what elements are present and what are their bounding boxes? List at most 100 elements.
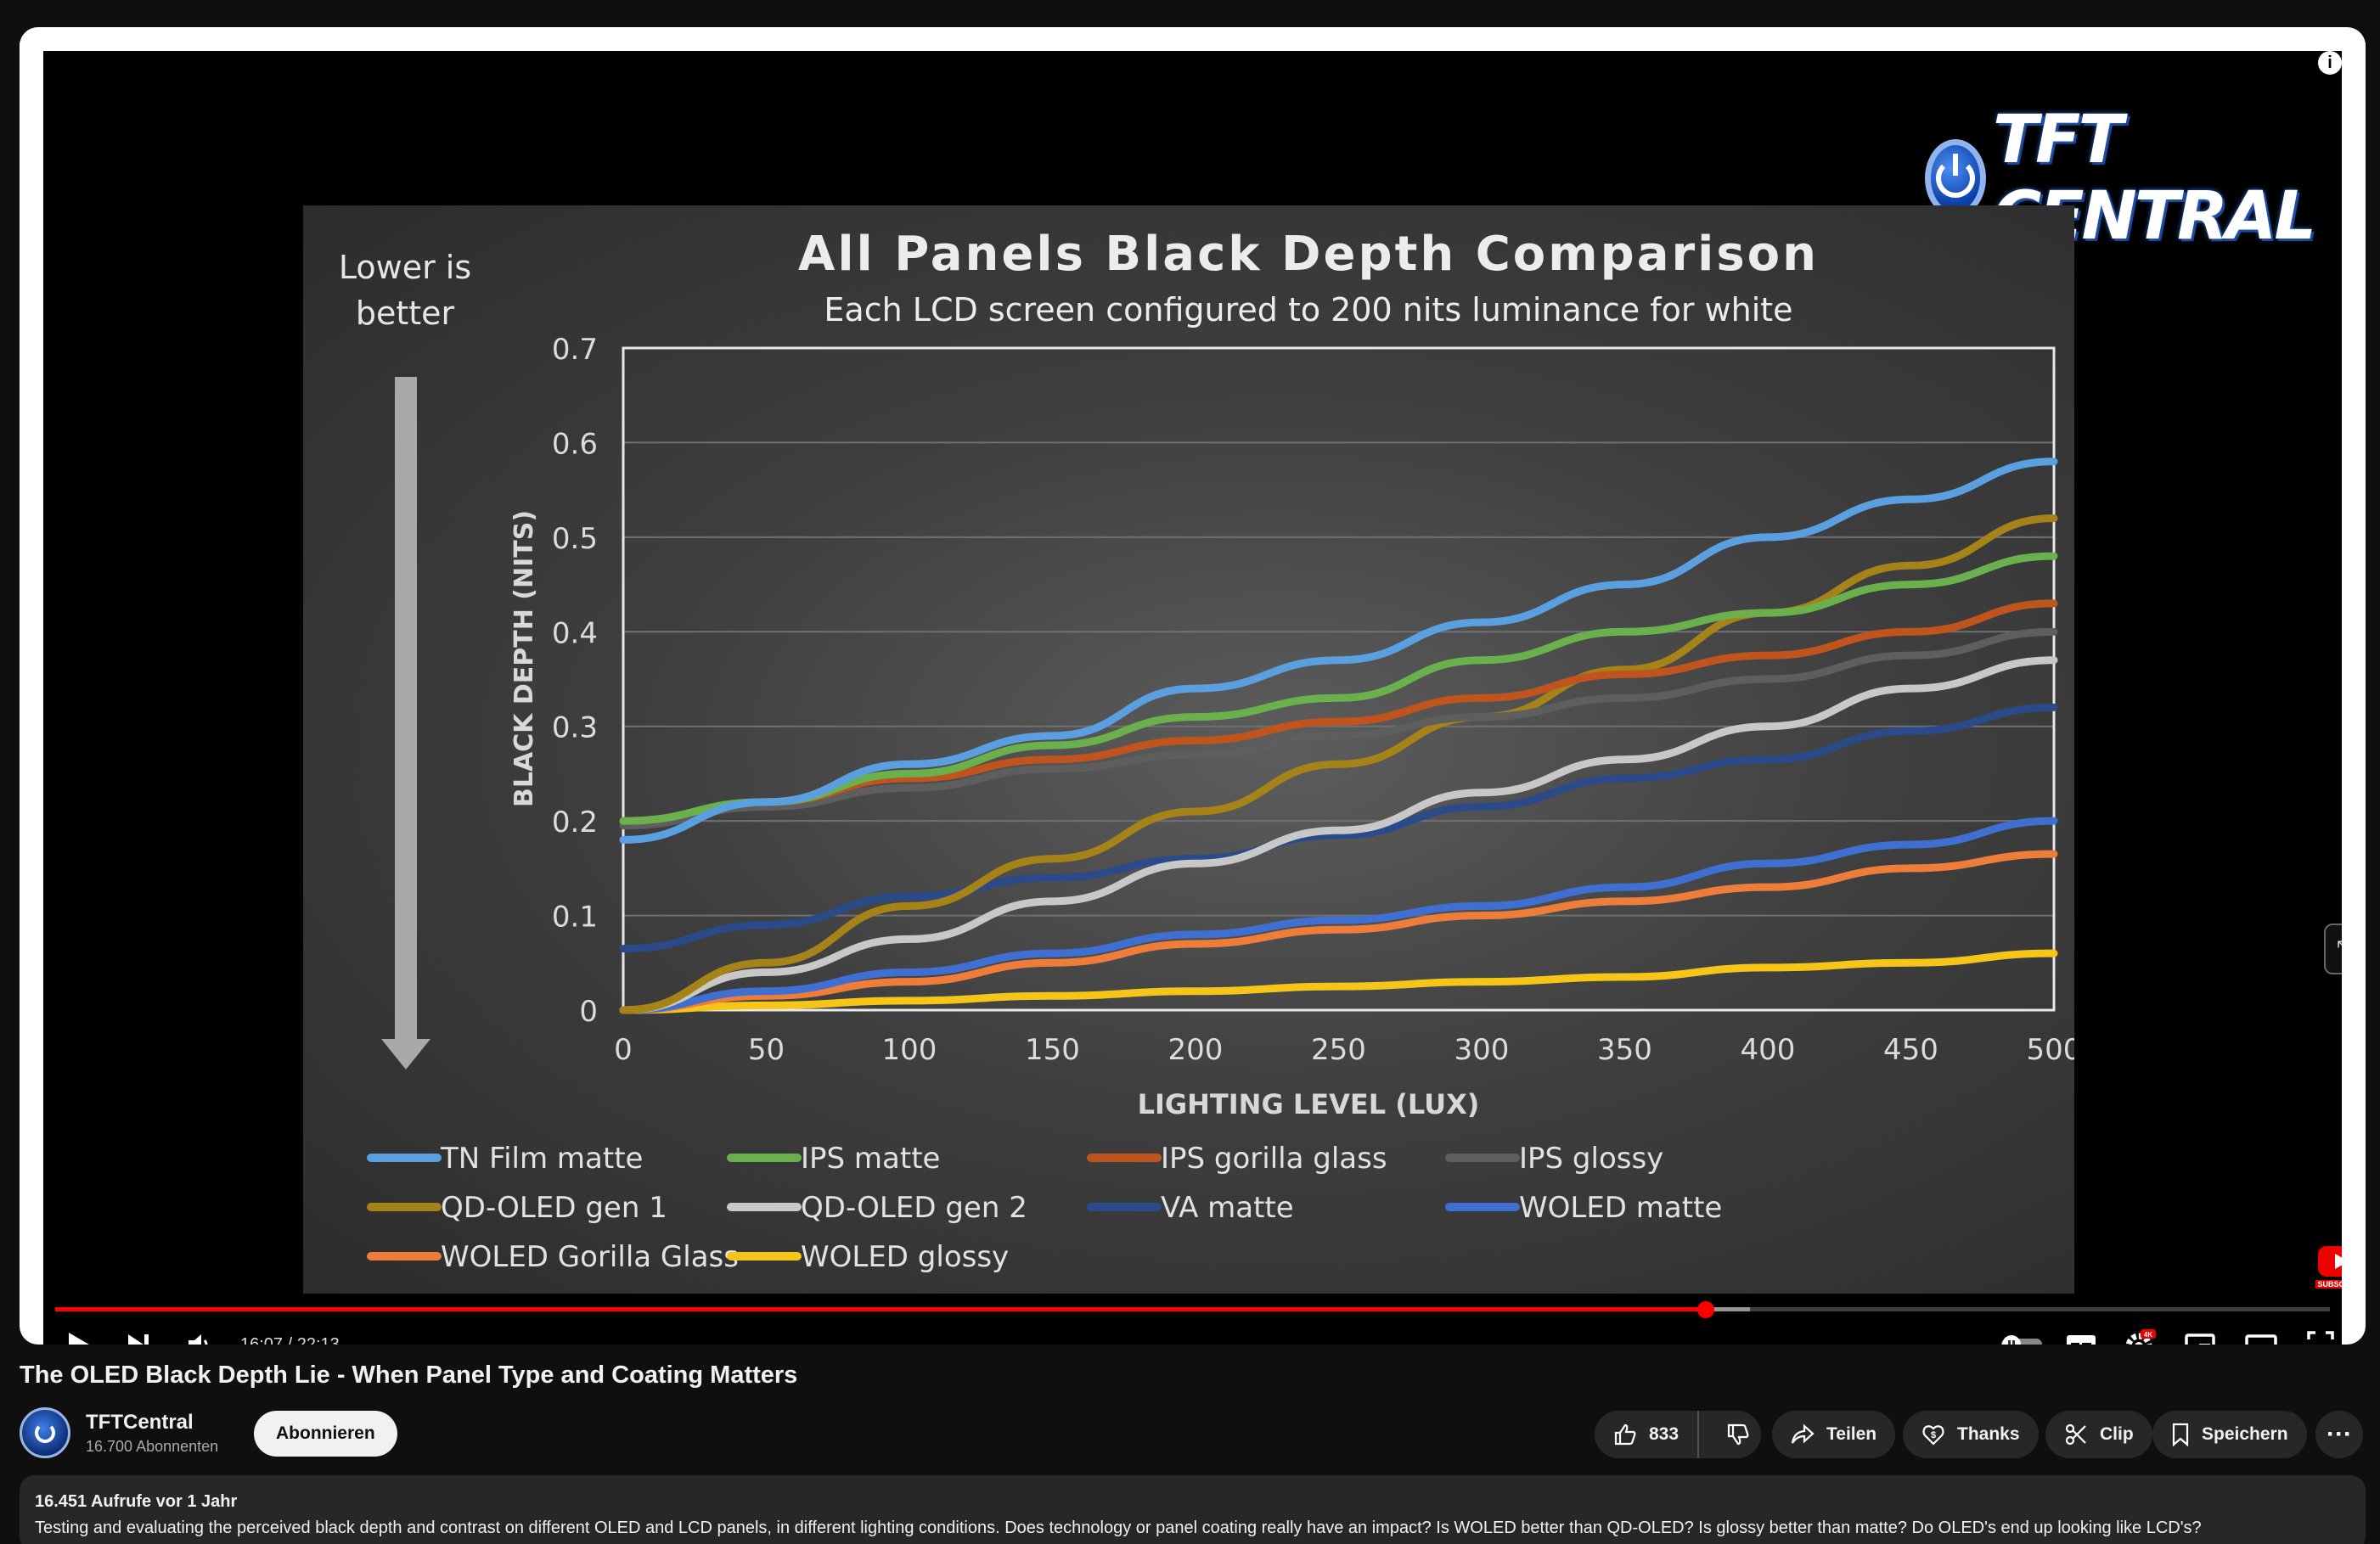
plot-area-border xyxy=(622,346,2056,1012)
x-tick-label: 50 xyxy=(748,1033,785,1067)
lower-is-better-line-1: Lower is xyxy=(339,249,471,286)
settings-quality-badge: 4K xyxy=(2144,1331,2152,1339)
channel-name[interactable]: TFTCentral xyxy=(86,1411,194,1434)
legend-label-va-matte: VA matte xyxy=(1161,1191,1294,1225)
like-count: 833 xyxy=(1649,1424,1680,1444)
legend-label-woled-glossy: WOLED glossy xyxy=(801,1240,1009,1274)
progress-bar[interactable] xyxy=(55,1301,2330,1318)
bookmark-icon xyxy=(2172,1423,2189,1446)
description-text: Testing and evaluating the perceived bla… xyxy=(35,1519,2202,1537)
power-icon xyxy=(35,1423,55,1443)
subtitles-icon[interactable] xyxy=(2059,1321,2103,1345)
series-line-woled-matte xyxy=(619,817,2058,1014)
legend-label-ips-matte: IPS matte xyxy=(801,1142,940,1176)
series-line-woled-glossy xyxy=(619,949,2058,1014)
progress-scrubber[interactable] xyxy=(1696,1301,1714,1318)
svg-text:$: $ xyxy=(1931,1430,1936,1440)
y-tick-label: 0.7 xyxy=(552,333,598,367)
channel-avatar[interactable] xyxy=(20,1407,70,1458)
lower-is-better-arrow xyxy=(381,377,430,1070)
clip-button[interactable]: Clip xyxy=(2045,1411,2152,1458)
x-tick-label: 450 xyxy=(1883,1033,1938,1067)
miniplayer-icon[interactable] xyxy=(2178,1321,2222,1345)
y-tick-label: 0.5 xyxy=(552,522,598,556)
info-icon[interactable]: i xyxy=(2318,51,2342,75)
like-dislike-group: 833 xyxy=(1595,1411,1761,1458)
x-tick-label: 350 xyxy=(1597,1033,1652,1067)
volume-icon[interactable] xyxy=(179,1321,220,1345)
thumbs-down-icon xyxy=(1727,1423,1749,1446)
autoplay-toggle-icon[interactable] xyxy=(1996,1321,2047,1345)
video-title: The OLED Black Depth Lie - When Panel Ty… xyxy=(20,1362,798,1389)
fullscreen-icon[interactable] xyxy=(2298,1321,2342,1345)
more-actions-button[interactable]: ··· xyxy=(2315,1411,2363,1458)
legend-label-qd-oled-gen-2: QD-OLED gen 2 xyxy=(801,1191,1027,1225)
chart-title: All Panels Black Depth Comparison xyxy=(798,227,1819,282)
share-button[interactable]: Teilen xyxy=(1772,1411,1896,1458)
thanks-button[interactable]: $ Thanks xyxy=(1903,1411,2039,1458)
power-icon xyxy=(1925,139,1986,217)
legend-label-woled-matte: WOLED matte xyxy=(1519,1191,1722,1225)
settings-icon[interactable]: 4K xyxy=(2118,1321,2163,1345)
y-tick-label: 0.2 xyxy=(552,806,598,839)
chart-subtitle: Each LCD screen configured to 200 nits l… xyxy=(824,291,1792,328)
next-icon[interactable] xyxy=(118,1321,159,1345)
series-line-ips-glossy xyxy=(619,627,2058,830)
dislike-button[interactable] xyxy=(1711,1423,1765,1446)
lower-is-better-line-2: better xyxy=(356,295,455,332)
x-tick-label: 250 xyxy=(1311,1033,1366,1067)
x-tick-label: 200 xyxy=(1168,1033,1224,1067)
expand-icon[interactable]: ⤡ xyxy=(2324,924,2342,974)
legend-label-ips-gorilla-glass: IPS gorilla glass xyxy=(1161,1142,1387,1176)
y-tick-label: 0.3 xyxy=(552,711,598,745)
clip-label: Clip xyxy=(2100,1424,2134,1444)
scissors-icon xyxy=(2065,1423,2086,1446)
series-line-va-matte xyxy=(619,703,2058,953)
series-line-tn-film-matte xyxy=(619,458,2058,844)
x-tick-label: 100 xyxy=(882,1033,937,1067)
y-tick-label: 0.6 xyxy=(552,427,598,461)
thanks-icon: $ xyxy=(1922,1425,1944,1446)
y-tick-label: 0.1 xyxy=(552,901,598,935)
legend-label-qd-oled-gen-1: QD-OLED gen 1 xyxy=(441,1191,667,1225)
legend-label-tn-film-matte: TN Film matte xyxy=(440,1142,643,1176)
share-label: Teilen xyxy=(1826,1424,1877,1444)
subscriber-count: 16.700 Abonnenten xyxy=(86,1438,219,1455)
y-axis-label: BLACK DEPTH (NITS) xyxy=(509,510,539,807)
chart: Lower is better All Panels Black Depth C… xyxy=(339,227,2074,1274)
x-tick-label: 500 xyxy=(2027,1033,2074,1067)
chart-slide: Lower is better All Panels Black Depth C… xyxy=(303,205,2074,1294)
player-controls: 16:07 / 22:13 4K xyxy=(43,1321,2342,1345)
legend-label-woled-gorilla-glass: WOLED Gorilla Glass xyxy=(441,1240,739,1274)
x-tick-label: 0 xyxy=(614,1033,633,1067)
x-tick-label: 150 xyxy=(1025,1033,1080,1067)
subscribe-watermark-label: SUBSCRIBE xyxy=(2315,1280,2342,1289)
x-tick-label: 400 xyxy=(1741,1033,1796,1067)
thumbs-up-icon xyxy=(1614,1423,1636,1446)
y-tick-label: 0 xyxy=(579,995,598,1029)
series-line-woled-gorilla-glass xyxy=(619,850,2058,1014)
series-line-qd-oled-gen-1 xyxy=(619,514,2058,1014)
description-box[interactable]: 16.451 Aufrufe vor 1 Jahr Testing and ev… xyxy=(20,1475,2366,1544)
youtube-play-icon xyxy=(2318,1246,2342,1277)
save-button[interactable]: Speichern xyxy=(2152,1411,2307,1458)
time-display: 16:07 / 22:13 xyxy=(240,1334,340,1345)
progress-played xyxy=(55,1307,1706,1311)
y-tick-label: 0.4 xyxy=(552,616,598,650)
theater-mode-icon[interactable] xyxy=(2239,1321,2283,1345)
series-line-ips-matte xyxy=(619,552,2058,825)
channel-row: TFTCentral 16.700 Abonnenten Abonnieren … xyxy=(20,1407,2366,1460)
thanks-label: Thanks xyxy=(1957,1424,2020,1444)
video-player[interactable]: TFT CENTRAL i Lower is better All Panels… xyxy=(20,27,2366,1345)
series-line-qd-oled-gen-2 xyxy=(619,656,2058,1014)
video-frame[interactable]: TFT CENTRAL i Lower is better All Panels… xyxy=(43,51,2342,1345)
share-icon xyxy=(1791,1423,1815,1444)
legend-label-ips-glossy: IPS glossy xyxy=(1519,1142,1663,1176)
play-icon[interactable] xyxy=(59,1321,99,1345)
save-label: Speichern xyxy=(2202,1424,2288,1444)
x-tick-label: 300 xyxy=(1454,1033,1510,1067)
subscribe-watermark[interactable]: SUBSCRIBE xyxy=(2315,1246,2342,1297)
subscribe-button[interactable]: Abonnieren xyxy=(254,1411,397,1457)
view-count-and-date: 16.451 Aufrufe vor 1 Jahr xyxy=(35,1492,238,1511)
like-button[interactable]: 833 xyxy=(1595,1411,1700,1458)
